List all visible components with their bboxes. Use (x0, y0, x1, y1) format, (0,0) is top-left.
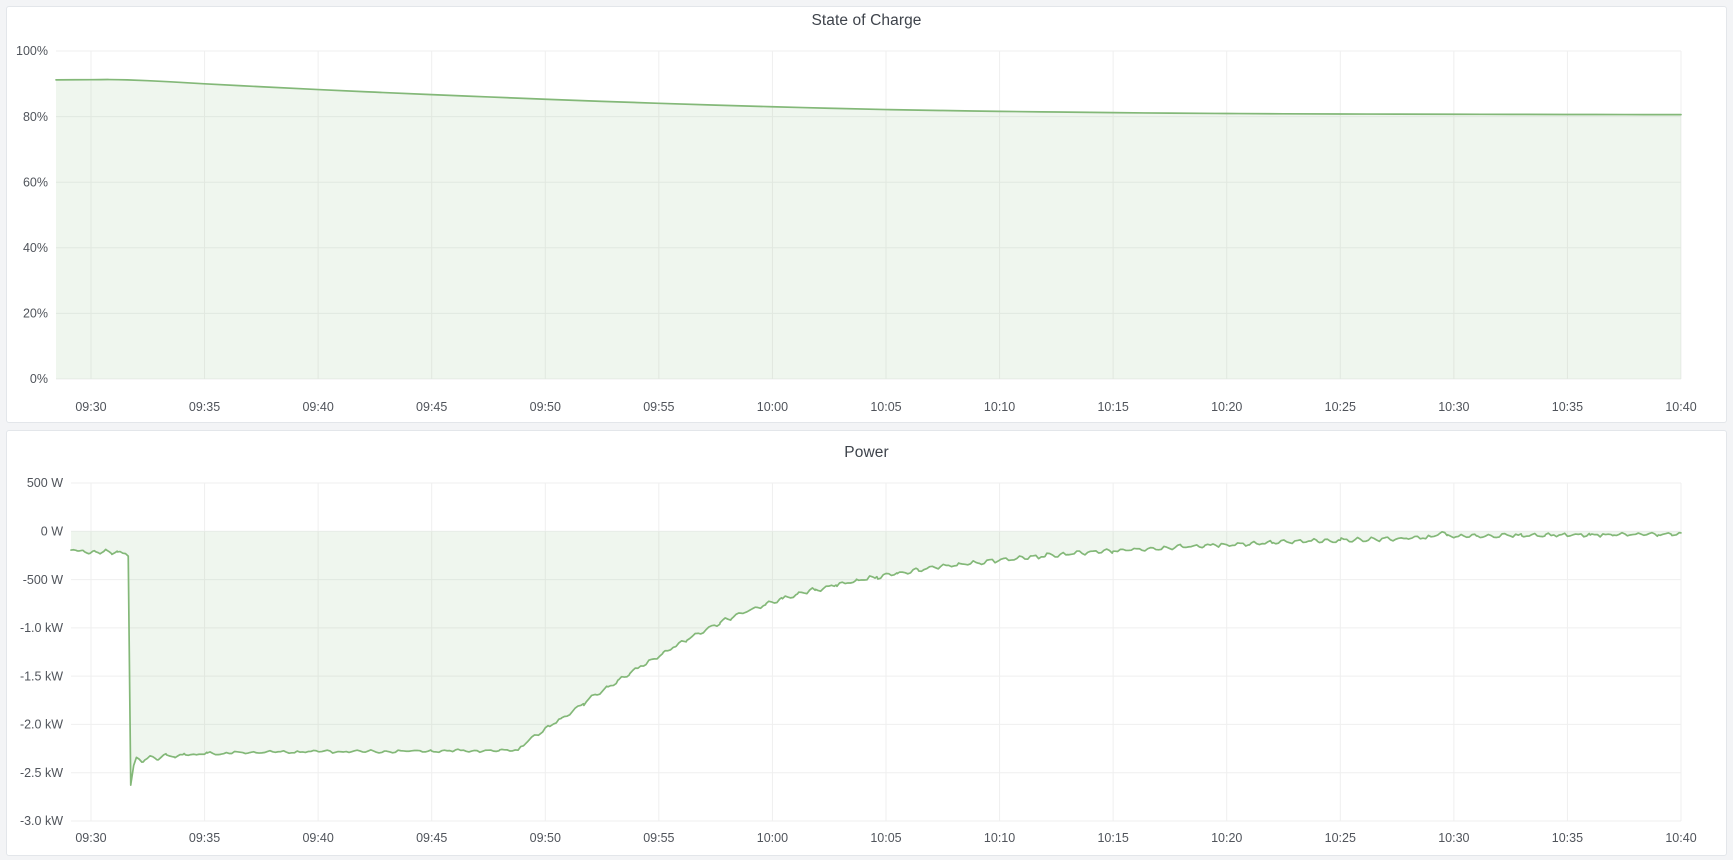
x-axis-tick-label: 09:35 (189, 400, 220, 414)
power-area-fill (71, 531, 1681, 786)
y-axis-tick-label: -500 W (23, 573, 63, 587)
x-axis-tick-label: 09:45 (416, 831, 447, 845)
x-axis-tick-label: 09:35 (189, 831, 220, 845)
x-axis-tick-label: 09:55 (643, 400, 674, 414)
x-axis-tick-label: 10:15 (1097, 400, 1128, 414)
y-axis-tick-label: 500 W (27, 476, 63, 490)
x-axis-tick-label: 10:00 (757, 400, 788, 414)
x-axis-tick-label: 10:25 (1325, 831, 1356, 845)
x-axis-tick-label: 09:50 (530, 831, 561, 845)
y-axis-tick-label: 0 W (41, 524, 63, 538)
x-axis-tick-label: 10:10 (984, 831, 1015, 845)
x-axis-tick-label: 10:40 (1665, 831, 1696, 845)
power-line (70, 531, 1682, 786)
state-of-charge-area-fill (56, 79, 1681, 379)
x-axis-tick-label: 10:30 (1438, 831, 1469, 845)
y-axis-tick-label: -1.0 kW (20, 621, 63, 635)
panel-title-state-of-charge[interactable]: State of Charge (811, 12, 922, 29)
x-axis-tick-label: 10:00 (757, 831, 788, 845)
y-axis-tick-label: -3.0 kW (20, 814, 63, 828)
x-axis-tick-label: 10:25 (1325, 400, 1356, 414)
state-of-charge-chart-canvas[interactable]: 0% 20% 40% 60% 80% 100% 09:30 09:35 09:40 09:45 09… (7, 7, 1726, 422)
panel-title-power[interactable]: Power (844, 444, 889, 461)
x-axis-tick-label: 10:20 (1211, 400, 1242, 414)
state-of-charge-line (55, 78, 1682, 116)
x-axis-tick-label: 10:30 (1438, 400, 1469, 414)
x-axis-tick-label: 10:35 (1552, 400, 1583, 414)
y-axis-tick-label: 60% (23, 175, 48, 189)
x-axis-tick-label: 09:55 (643, 831, 674, 845)
y-axis-tick-label: 80% (23, 110, 48, 124)
x-axis-tick-label: 10:05 (870, 400, 901, 414)
x-axis-tick-label: 09:30 (75, 400, 106, 414)
y-axis-tick-label: -2.5 kW (20, 766, 63, 780)
dashboard-page: { "style": { "page_bg": "#F3F4F6", "pane… (0, 6, 1733, 860)
x-axis-tick-label: 09:45 (416, 400, 447, 414)
y-axis-tick-label: -1.5 kW (20, 669, 63, 683)
x-axis-tick-label: 09:40 (302, 400, 333, 414)
x-axis-tick-label: 10:05 (870, 831, 901, 845)
y-axis-tick-label: -2.0 kW (20, 718, 63, 732)
x-axis-tick-label: 09:40 (302, 831, 333, 845)
panel-state-of-charge: State of Charge 0% 20% 40% 60% 80% 100% 09:30 0… (6, 6, 1727, 423)
x-axis-tick-label: 10:10 (984, 400, 1015, 414)
y-axis-tick-label: 20% (23, 307, 48, 321)
x-axis-tick-label: 09:50 (530, 400, 561, 414)
power-chart-canvas[interactable]: 500 W 0 W -500 W -1.0 kW -1.5 kW -2.0 kW -2.5 … (7, 431, 1726, 855)
x-axis-tick-label: 10:40 (1665, 400, 1696, 414)
panel-power: Power 500 W 0 W -500 W -1.0 kW -1.5 kW -2.0 k… (6, 430, 1727, 856)
x-axis-tick-label: 10:35 (1552, 831, 1583, 845)
y-axis-tick-label: 0% (30, 372, 48, 386)
x-axis-tick-label: 10:20 (1211, 831, 1242, 845)
y-axis-tick-label: 100% (16, 44, 48, 58)
x-axis-tick-label: 09:30 (75, 831, 106, 845)
y-axis-tick-label: 40% (23, 241, 48, 255)
x-axis-tick-label: 10:15 (1097, 831, 1128, 845)
